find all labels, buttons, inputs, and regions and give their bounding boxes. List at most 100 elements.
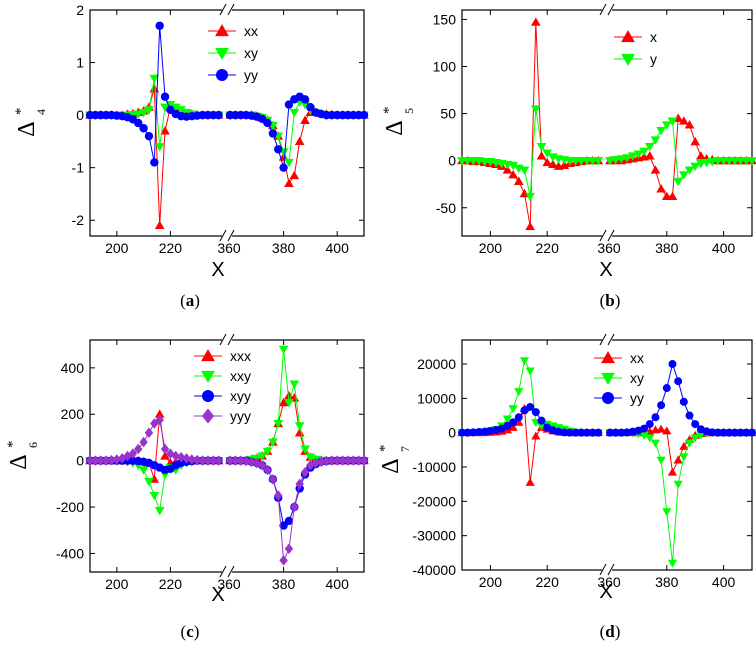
data-point-yy bbox=[748, 428, 756, 437]
axis-break-mark bbox=[607, 333, 615, 346]
data-point-yy bbox=[306, 103, 315, 112]
data-point-yy bbox=[679, 397, 688, 406]
data-point-yy bbox=[274, 145, 283, 154]
data-point-xy bbox=[645, 434, 655, 443]
legend-marker-xxy bbox=[201, 370, 215, 383]
data-point-x bbox=[667, 191, 678, 201]
data-point-xy bbox=[133, 110, 144, 119]
data-point-yyy bbox=[101, 455, 111, 466]
y-tick-label: 50 bbox=[440, 106, 456, 122]
y-tick-label: 0 bbox=[448, 425, 456, 441]
data-point-yy bbox=[475, 428, 484, 436]
panel-d: 20000 10000 0 -10000 -20000 -30000 -40000 200 22… bbox=[377, 333, 756, 641]
panel-a: 2 1 0 -1 -2 200 220 360 380 400 xx xy yy Δ 4 * X (a) bbox=[13, 2, 369, 310]
panel-caption: (b) bbox=[600, 291, 621, 310]
y-tick-label: -2 bbox=[72, 212, 85, 228]
x-tick-label: 200 bbox=[105, 576, 129, 592]
data-point-xy bbox=[519, 357, 530, 366]
data-point-yyy bbox=[241, 455, 251, 467]
data-point-x bbox=[650, 165, 661, 174]
data-point-yyy bbox=[96, 455, 105, 466]
data-point-xx bbox=[656, 424, 666, 433]
axis-break-mark bbox=[227, 3, 235, 16]
data-point-x bbox=[656, 184, 666, 193]
data-point-yyy bbox=[263, 464, 272, 476]
y-axis-label-base: Δ bbox=[6, 454, 32, 469]
y-axis-label-base: Δ bbox=[378, 458, 404, 473]
axis-break-mark bbox=[219, 333, 227, 346]
data-point-yy bbox=[565, 428, 574, 437]
data-point-y bbox=[610, 156, 621, 165]
legend-label: xxx bbox=[230, 348, 251, 364]
x-tick-label: 220 bbox=[536, 240, 560, 256]
data-point-yy bbox=[577, 428, 586, 437]
legend-marker-yy bbox=[216, 69, 228, 81]
legend-label: x bbox=[650, 29, 657, 45]
data-point-xy bbox=[514, 388, 524, 397]
caption-open: ( bbox=[181, 622, 187, 641]
data-point-y bbox=[707, 158, 718, 167]
legend-label: xx bbox=[244, 23, 258, 39]
y-axis-label-sup: * bbox=[13, 108, 29, 116]
data-point-yyy bbox=[359, 455, 369, 466]
data-point-yyy bbox=[144, 427, 154, 439]
data-point-y bbox=[542, 149, 553, 158]
y-tick-label: 1 bbox=[76, 55, 84, 71]
data-point-yyy bbox=[128, 448, 138, 459]
series-xxy bbox=[85, 345, 369, 516]
legend-marker-yy bbox=[602, 392, 614, 404]
caption-close: ) bbox=[615, 291, 621, 310]
x-tick-label: 400 bbox=[326, 576, 350, 592]
data-point-xx bbox=[525, 477, 535, 486]
data-point-xxy bbox=[294, 422, 305, 431]
data-point-y bbox=[519, 166, 530, 175]
data-point-yyy bbox=[236, 455, 245, 466]
data-point-xx bbox=[679, 441, 689, 450]
data-point-yy bbox=[279, 163, 288, 172]
data-point-yyy bbox=[274, 490, 283, 501]
data-point-xxx bbox=[154, 409, 165, 418]
data-point-y bbox=[650, 136, 661, 145]
data-point-y bbox=[656, 126, 666, 136]
axis-break-mask bbox=[602, 564, 612, 576]
y-axis-label-sup: * bbox=[377, 445, 393, 453]
data-point-yyy bbox=[290, 501, 299, 513]
legend-marker-x bbox=[621, 30, 635, 43]
data-point-yy bbox=[725, 428, 734, 437]
data-point-yy bbox=[537, 416, 546, 425]
axis-break-mask bbox=[222, 230, 232, 242]
data-point-yy bbox=[463, 428, 472, 437]
data-point-y bbox=[644, 142, 655, 152]
y-axis-label-base: Δ bbox=[14, 121, 40, 136]
data-point-y bbox=[531, 105, 541, 114]
data-point-yy bbox=[588, 428, 597, 437]
data-point-yy bbox=[611, 428, 620, 437]
series-line-xx bbox=[230, 112, 364, 185]
x-tick-label: 200 bbox=[479, 574, 503, 590]
data-point-xxx bbox=[284, 390, 294, 400]
data-point-y bbox=[679, 171, 689, 180]
data-point-yy bbox=[674, 377, 683, 386]
series-yyy bbox=[85, 414, 369, 566]
data-point-yyy bbox=[85, 455, 95, 466]
axis-break-mark bbox=[607, 3, 615, 16]
data-point-y bbox=[525, 192, 535, 202]
legend-label: y bbox=[650, 51, 657, 67]
series-xx bbox=[457, 404, 756, 486]
data-point-yyy bbox=[182, 453, 191, 464]
data-point-yy bbox=[155, 21, 164, 30]
data-point-y bbox=[633, 150, 644, 159]
data-point-yyy bbox=[187, 454, 197, 465]
x-axis-label: X bbox=[211, 584, 224, 606]
series-xy bbox=[457, 357, 756, 568]
legend-label: xy bbox=[244, 45, 258, 61]
data-point-xx bbox=[508, 422, 518, 431]
data-point-x bbox=[542, 157, 553, 167]
data-point-xxx bbox=[160, 451, 170, 460]
data-point-yy bbox=[531, 408, 540, 417]
data-point-yyy bbox=[338, 455, 347, 466]
x-tick-label: 400 bbox=[712, 240, 736, 256]
data-point-x bbox=[508, 169, 518, 179]
y-tick-label: -20000 bbox=[412, 493, 456, 509]
legend-label: xyy bbox=[230, 388, 251, 404]
